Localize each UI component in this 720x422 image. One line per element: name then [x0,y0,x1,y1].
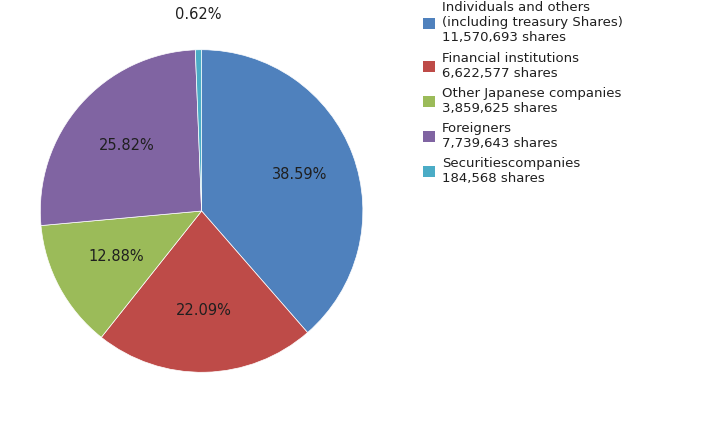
Text: 0.62%: 0.62% [174,7,221,22]
Legend: Individuals and others
(including treasury Shares)
11,570,693 shares, Financial : Individuals and others (including treasu… [423,1,623,185]
Wedge shape [40,50,202,226]
Text: 12.88%: 12.88% [89,249,144,265]
Text: 25.82%: 25.82% [99,138,154,152]
Text: 38.59%: 38.59% [272,167,328,182]
Wedge shape [41,211,202,337]
Wedge shape [202,50,363,333]
Wedge shape [102,211,307,372]
Text: 22.09%: 22.09% [176,303,232,319]
Wedge shape [195,50,202,211]
